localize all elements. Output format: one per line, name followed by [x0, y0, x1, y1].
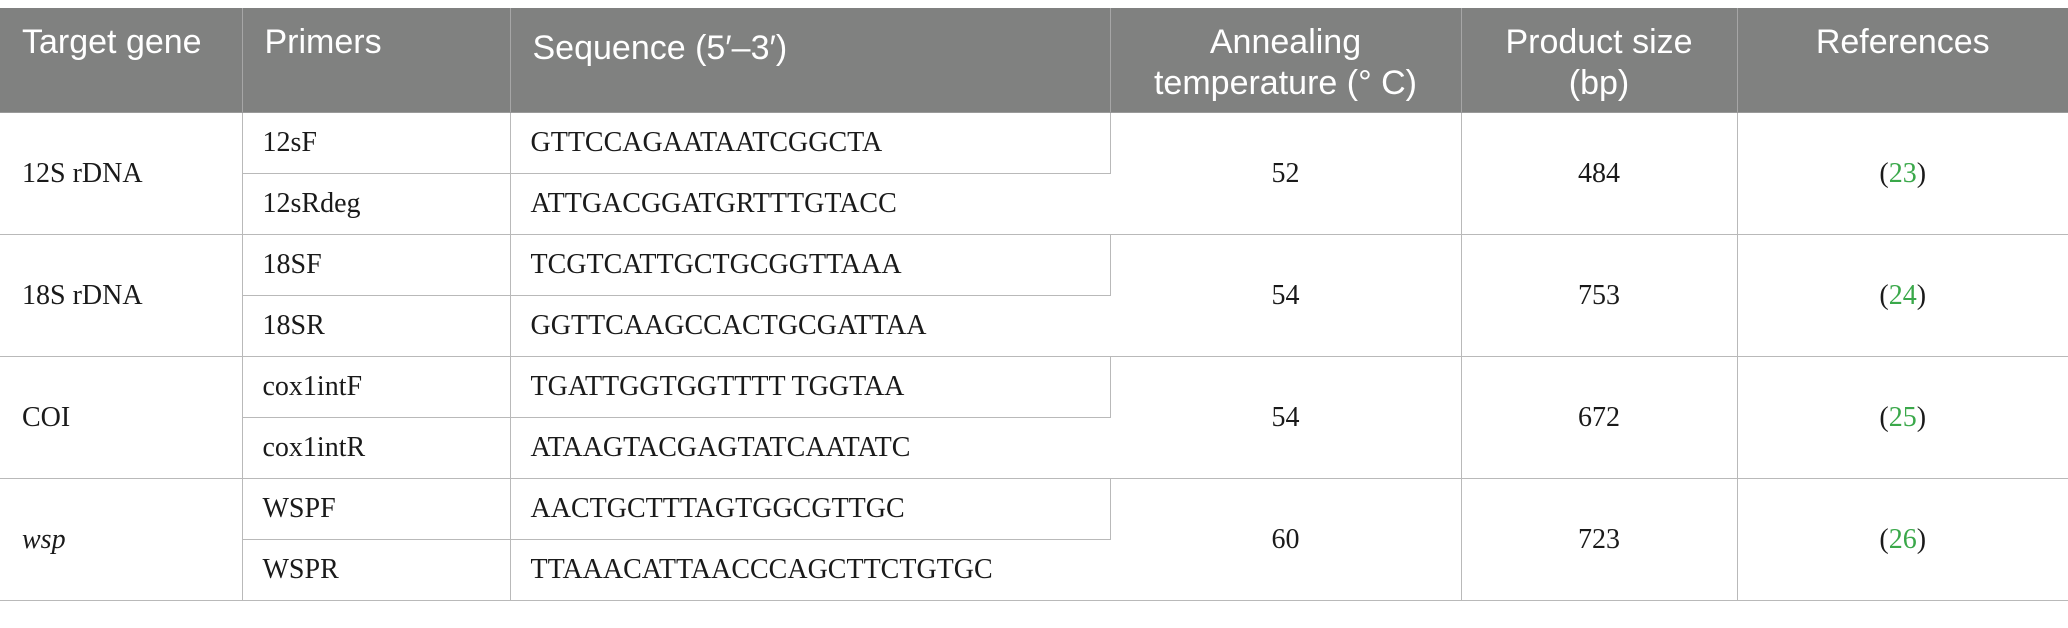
table-row: cox1intR ATAAGTACGAGTATCAATATC: [0, 417, 2068, 479]
target-gene-cell: COI: [0, 356, 243, 479]
table-body: 12S rDNA 12sF GTTCCAGAATAATCGGCTA 52 484 (23)…: [0, 112, 2068, 601]
table-row: 12S rDNA 12sF GTTCCAGAATAATCGGCTA 52 484 (23): [0, 112, 2068, 235]
table-row: WSPR TTAAACATTAACCCAGCTTCTGTGC: [0, 539, 2068, 601]
reference-link[interactable]: 23: [1888, 157, 1917, 189]
table-row: COI cox1intF TGATTGGTGGTTTT TGGTAA 54 672 (25…: [0, 356, 2068, 479]
reference-cell: (26): [1737, 478, 2068, 601]
primer-sequence-cell: ATAAGTACGAGTATCAATATC: [510, 417, 1110, 479]
table-row: 12sRdeg ATTGACGGATGRTTTGTACC: [0, 173, 2068, 235]
reference-link[interactable]: 25: [1888, 401, 1917, 433]
reference-link[interactable]: 24: [1888, 279, 1917, 311]
reference-link[interactable]: 26: [1888, 523, 1917, 555]
reference-close-paren: ): [1916, 279, 1927, 311]
reference-cell: (23): [1737, 112, 2068, 235]
reference-open-paren: (: [1879, 523, 1889, 555]
primer-name-cell: 18SR: [242, 295, 511, 357]
primer-name-cell: 12sF: [242, 112, 511, 174]
reference-open-paren: (: [1879, 401, 1889, 433]
reference-cell: (25): [1737, 356, 2068, 479]
header-row: Target gene Primers Sequence (5′–3′) Ann…: [0, 8, 2068, 113]
annealing-temperature-cell: 60: [1110, 478, 1462, 601]
annealing-temperature-cell: 54: [1110, 234, 1462, 357]
product-size-cell: 723: [1461, 478, 1738, 601]
table-row: 18S rDNA 18SF TCGTCATTGCTGCGGTTAAA 54 753 (24…: [0, 234, 2068, 357]
annealing-temperature-cell: 54: [1110, 356, 1462, 479]
primer-name-cell: cox1intR: [242, 417, 511, 479]
reference-open-paren: (: [1879, 157, 1889, 189]
primer-sequence-cell: GTTCCAGAATAATCGGCTA: [510, 112, 1111, 174]
header-target-gene: Target gene: [0, 8, 243, 113]
product-size-cell: 672: [1461, 356, 1738, 479]
header-primers: Primers: [242, 8, 511, 113]
primer-sequence-cell: ATTGACGGATGRTTTGTACC: [510, 173, 1110, 235]
primer-name-cell: cox1intF: [242, 356, 511, 418]
primer-name-cell: WSPF: [242, 478, 511, 540]
target-gene-cell: wsp: [0, 478, 243, 601]
product-size-cell: 753: [1461, 234, 1738, 357]
primer-table: Target gene Primers Sequence (5′–3′) Ann…: [0, 8, 2068, 601]
primer-sequence-cell: TTAAACATTAACCCAGCTTCTGTGC: [510, 539, 1110, 601]
product-size-cell: 484: [1461, 112, 1738, 235]
primer-sequence-cell: GGTTCAAGCCACTGCGATTAA: [510, 295, 1110, 357]
target-gene-cell: 18S rDNA: [0, 234, 243, 357]
header-annealing-temperature: Annealing temperature (° C): [1110, 8, 1462, 113]
primer-name-cell: 12sRdeg: [242, 173, 511, 235]
reference-close-paren: ): [1916, 523, 1927, 555]
reference-cell: (24): [1737, 234, 2068, 357]
table-row: 18SR GGTTCAAGCCACTGCGATTAA: [0, 295, 2068, 357]
target-gene-cell: 12S rDNA: [0, 112, 243, 235]
header-product-size: Product size (bp): [1461, 8, 1738, 113]
reference-open-paren: (: [1879, 279, 1889, 311]
annealing-temperature-cell: 52: [1110, 112, 1462, 235]
table-row: wsp WSPF AACTGCTTTAGTGGCGTTGC 60 723 (26): [0, 478, 2068, 601]
primer-sequence-cell: AACTGCTTTAGTGGCGTTGC: [510, 478, 1111, 540]
header-references: References: [1737, 8, 2068, 113]
header-sequence: Sequence (5′–3′): [510, 8, 1111, 113]
primer-name-cell: 18SF: [242, 234, 511, 296]
primer-sequence-cell: TCGTCATTGCTGCGGTTAAA: [510, 234, 1111, 296]
reference-close-paren: ): [1916, 401, 1927, 433]
primer-sequence-cell: TGATTGGTGGTTTT TGGTAA: [510, 356, 1111, 418]
reference-close-paren: ): [1916, 157, 1927, 189]
primer-name-cell: WSPR: [242, 539, 511, 601]
